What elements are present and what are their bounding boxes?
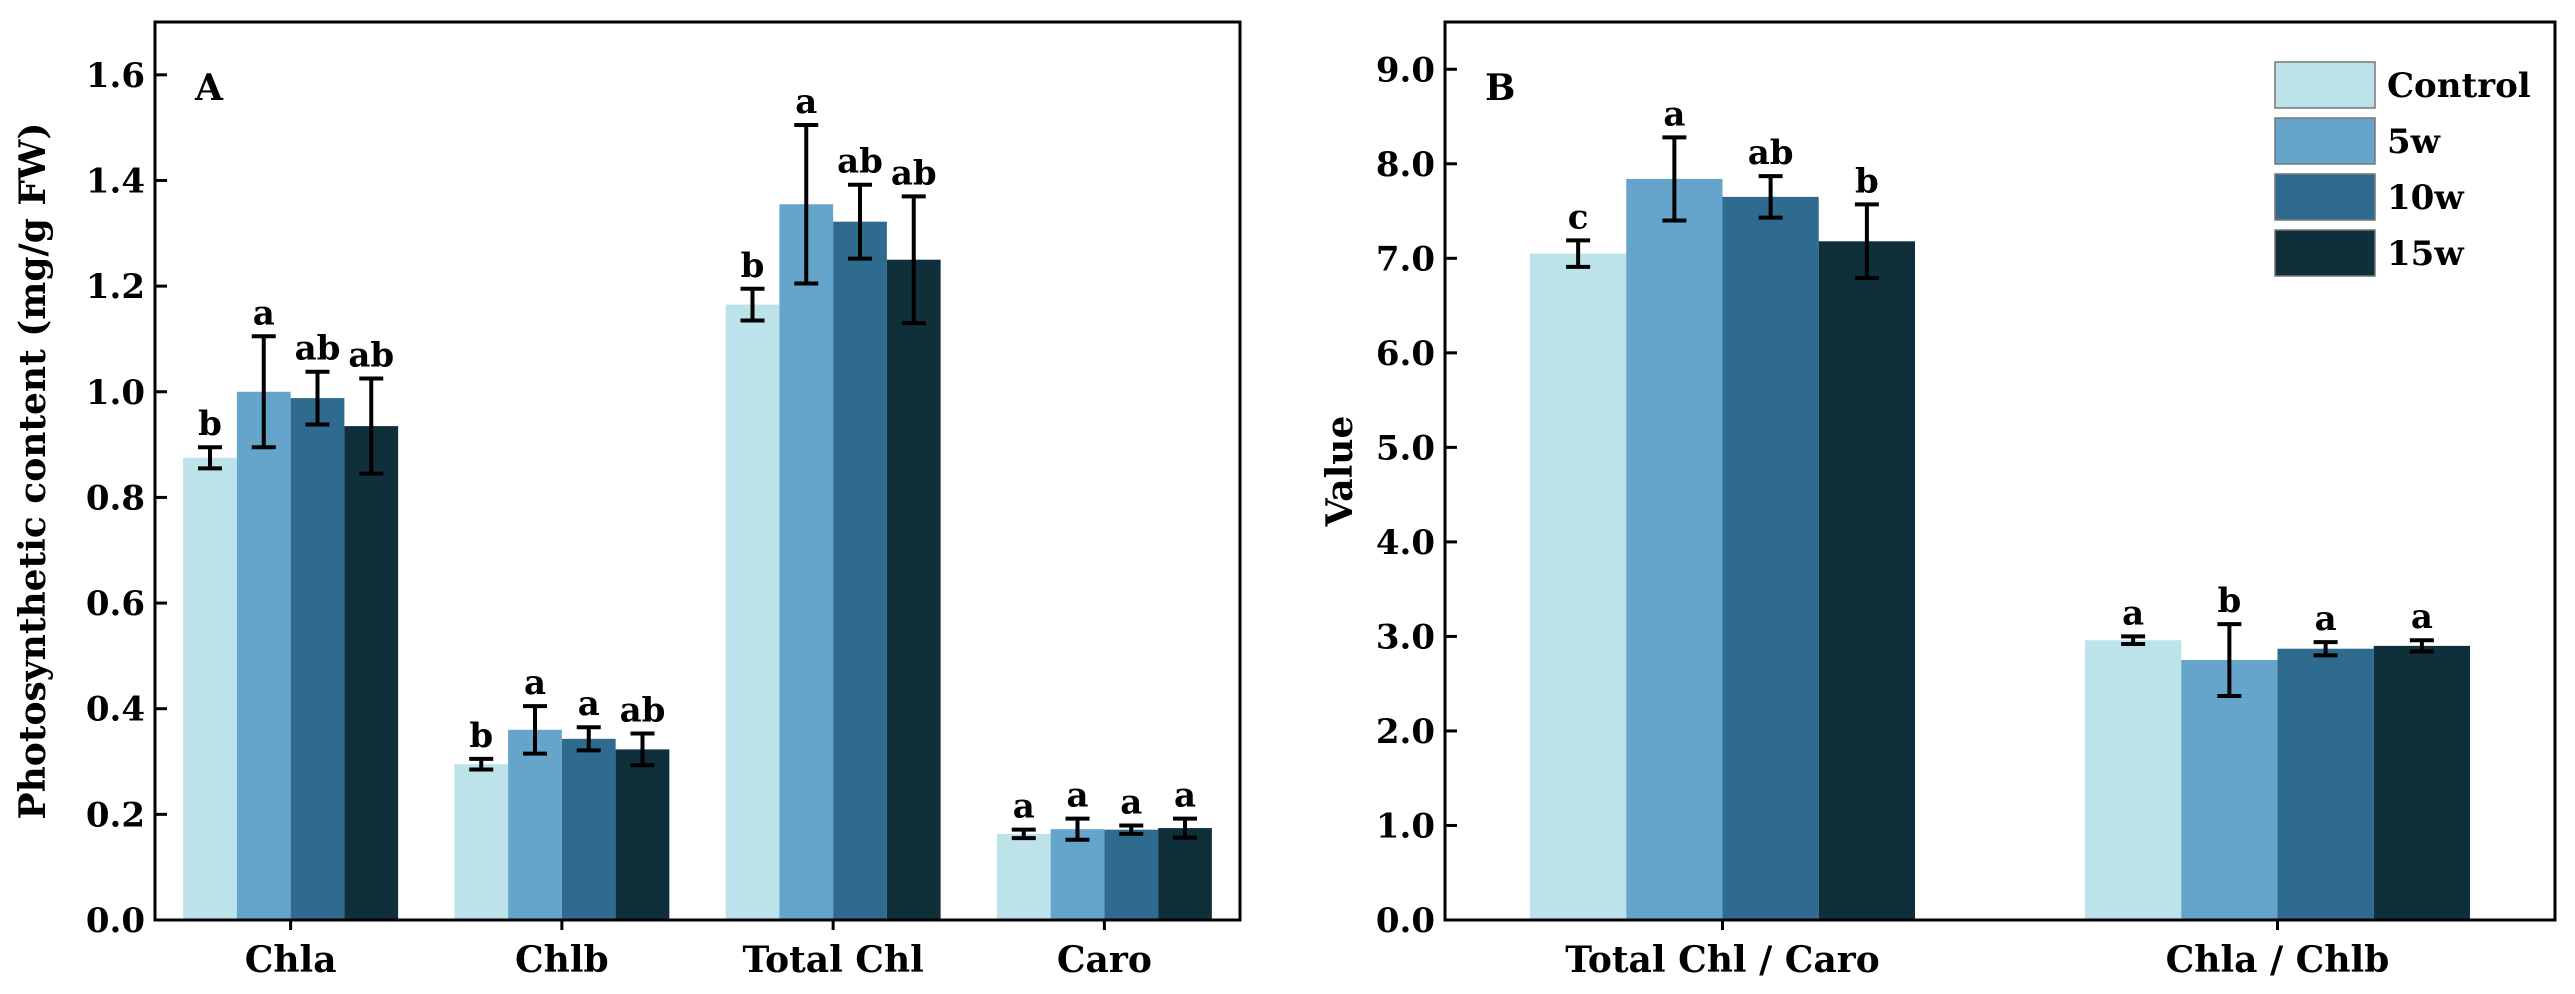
bar-10w-1 (561, 738, 616, 920)
x-category-label: Chla (245, 939, 337, 981)
legend-label-15w: 15w (2387, 234, 2464, 274)
y-axis-title: Value (1319, 416, 1361, 528)
panel-a: bbbaaaaaabaabaabababa0.00.20.40.60.81.01… (12, 20, 1242, 981)
significance-letter: c (1568, 197, 1589, 237)
y-tick-label: 3.0 (1376, 617, 1435, 657)
significance-letter: a (253, 293, 275, 333)
y-tick-label: 7.0 (1376, 239, 1435, 279)
significance-letter: a (2411, 597, 2433, 637)
significance-letter: ab (1748, 133, 1794, 173)
significance-letter: ab (295, 329, 341, 369)
y-tick-label: 8.0 (1376, 145, 1435, 185)
bar-5w-3 (1050, 829, 1105, 920)
y-tick-label: 0.4 (86, 690, 145, 730)
y-tick-label: 1.0 (86, 373, 145, 413)
x-category-label: Total Chl (742, 939, 923, 981)
bar-5w-0 (1626, 178, 1723, 920)
bar-15w-3 (1158, 828, 1212, 920)
y-tick-label: 4.0 (1376, 523, 1435, 563)
y-tick-label: 5.0 (1376, 428, 1435, 468)
significance-letter: a (2315, 599, 2337, 639)
panel-label: A (194, 67, 224, 109)
significance-letter: ab (837, 142, 883, 182)
legend-swatch-15w (2274, 229, 2376, 277)
bar-15w-1 (615, 749, 670, 920)
significance-letter: a (1663, 94, 1685, 134)
panel-b: caabababa0.01.02.03.04.05.06.07.08.09.0T… (1319, 20, 2557, 981)
y-tick-label: 0.0 (1376, 901, 1435, 941)
bar-10w-3 (1104, 829, 1159, 920)
bar-control-0 (183, 457, 237, 920)
y-tick-label: 1.0 (1376, 806, 1435, 846)
significance-letter: ab (348, 336, 394, 376)
legend-swatch-5w (2274, 117, 2376, 165)
bar-15w-2 (886, 259, 941, 920)
x-category-label: Chla / Chlb (2166, 939, 2390, 981)
legend-swatch-10w (2274, 173, 2376, 221)
significance-letter: a (2122, 593, 2144, 633)
bar-10w-2 (833, 221, 887, 920)
bar-15w-0 (1818, 241, 1915, 921)
bar-control-1 (2085, 640, 2182, 920)
y-tick-label: 0.8 (86, 478, 145, 518)
significance-letter: b (741, 246, 765, 286)
bar-5w-1 (508, 729, 562, 920)
plot-frame (1443, 20, 2557, 922)
significance-letter: a (1174, 776, 1196, 816)
legend-label-control: Control (2387, 66, 2531, 106)
significance-letter: b (1855, 161, 1879, 201)
significance-letter: a (1066, 776, 1088, 816)
bar-15w-0 (344, 426, 399, 920)
significance-letter: ab (620, 691, 666, 731)
bar-15w-1 (2373, 645, 2470, 920)
legend: Control 5w 10w 15w (2274, 61, 2531, 277)
bar-5w-0 (236, 391, 291, 920)
significance-letter: a (1013, 787, 1035, 827)
x-category-label: Caro (1057, 939, 1152, 981)
significance-letter: a (524, 663, 546, 703)
y-tick-label: 0.0 (86, 901, 145, 941)
plot-frame (153, 20, 1242, 922)
x-category-label: Chlb (515, 939, 609, 981)
significance-letter: a (795, 82, 817, 122)
bar-control-2 (725, 304, 780, 920)
bar-5w-2 (779, 204, 834, 920)
significance-letter: b (2217, 581, 2241, 621)
y-tick-label: 0.2 (86, 795, 145, 835)
bar-control-3 (996, 833, 1051, 920)
y-tick-label: 2.0 (1376, 712, 1435, 752)
y-tick-label: 1.6 (86, 56, 145, 96)
legend-label-10w: 10w (2387, 178, 2464, 218)
significance-letter: a (1120, 782, 1142, 822)
bar-5w-1 (2181, 660, 2278, 920)
y-axis-title: Photosynthetic content (mg/g FW) (12, 123, 54, 820)
bar-10w-0 (1722, 196, 1819, 921)
bar-control-0 (1530, 253, 1627, 920)
y-tick-label: 1.4 (86, 161, 145, 201)
panel-label: B (1485, 67, 1515, 109)
y-tick-label: 1.2 (86, 267, 145, 307)
bar-10w-1 (2277, 648, 2374, 920)
y-tick-label: 9.0 (1376, 50, 1435, 90)
significance-letter: a (578, 684, 600, 724)
bar-control-1 (454, 764, 509, 920)
significance-letter: b (198, 404, 222, 444)
legend-swatch-control (2274, 61, 2376, 109)
y-tick-label: 0.6 (86, 584, 145, 624)
significance-letter: ab (891, 153, 937, 193)
y-tick-label: 6.0 (1376, 334, 1435, 374)
x-category-label: Total Chl / Caro (1565, 939, 1880, 981)
legend-label-5w: 5w (2387, 122, 2441, 162)
bar-10w-0 (290, 398, 345, 920)
significance-letter: b (469, 716, 493, 756)
